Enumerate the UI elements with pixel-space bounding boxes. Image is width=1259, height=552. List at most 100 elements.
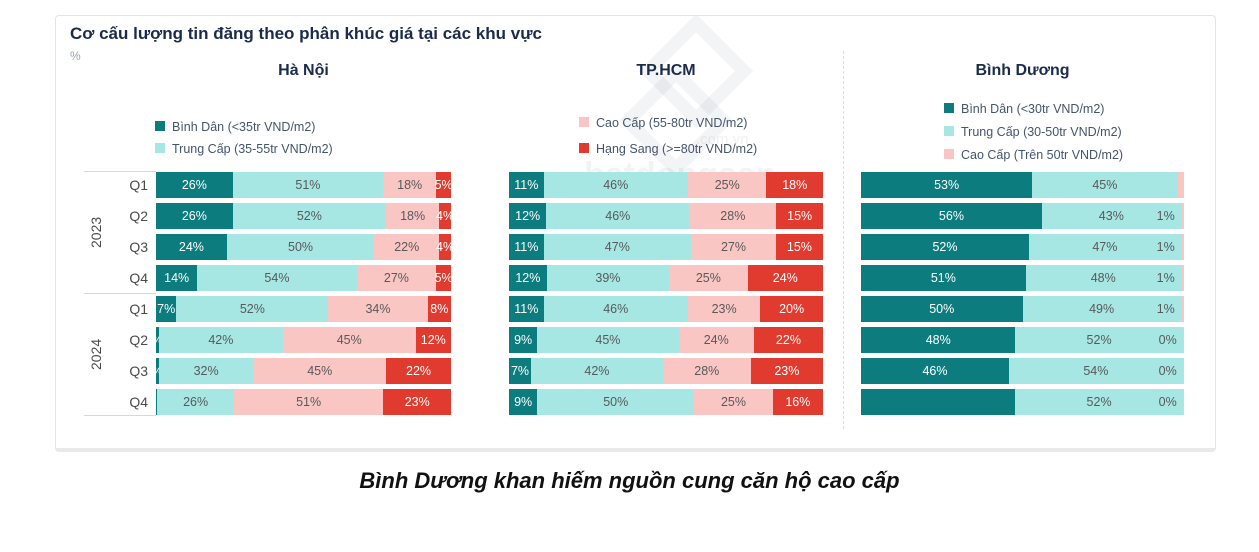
quarter-label: Q3 (129, 363, 148, 379)
bar-segment: 25% (687, 172, 767, 198)
bar-segment: 22% (374, 234, 440, 260)
bar-segment: 51% (233, 389, 384, 415)
bar-segment (861, 389, 1016, 415)
bar-segment: 45% (1032, 172, 1178, 198)
bar-segment: 52% (176, 296, 329, 322)
bar-segment-label: 42% (584, 364, 610, 378)
bar-segment-label: 11% (514, 302, 539, 316)
bar-segment: 46% (861, 358, 1009, 384)
bar-row: 50% 49% 1% (861, 296, 1184, 322)
bar-segment: 1% (1157, 203, 1184, 229)
bar-row: 51% 48% 1% (861, 265, 1184, 291)
region-title: Hà Nội (278, 62, 329, 79)
bar-row: 7% 52% 34% 8% (156, 296, 451, 322)
bar-segment-label: 0% (1158, 395, 1177, 409)
bar-row: 26% 51% 18% 5% (156, 172, 453, 198)
legend: Bình Dân (<35tr VND/m2) Trung Cấp (35-55t… (155, 116, 333, 160)
bar-segment: 52% (1015, 327, 1183, 353)
bar-segment-label: 22% (775, 333, 801, 347)
bar-row: 56% 43% 1% (861, 203, 1184, 229)
bar-segment-label: 15% (786, 240, 812, 254)
bar-segment: 54% (1008, 358, 1183, 384)
bar-segment-label: 11% (514, 240, 539, 254)
bar-segment: 42% (158, 327, 283, 353)
bar-segment: 47% (543, 234, 692, 260)
bar-segment: % (152, 327, 163, 353)
bar-segment-label: 26% (181, 178, 207, 192)
brand-watermark-icon: .com.vn batdongsan (584, 16, 777, 194)
bar-segment-label: 5% (434, 271, 453, 285)
bar-segment: 24% (156, 234, 227, 260)
bar-row: 24% 50% 22% 4% (156, 234, 454, 260)
bar-segment: 4% (436, 203, 454, 229)
bar-segment-label: 24% (772, 271, 798, 285)
legend-label: Cao Cấp (Trên 50tr VND/m2) (961, 148, 1124, 162)
bar-segment-label: 47% (1092, 240, 1118, 254)
bar-segment: 9% (509, 327, 538, 353)
legend: Bình Dân (<30tr VND/m2) Trung Cấp (30-50t… (944, 98, 1123, 167)
legend-swatch-icon (944, 149, 954, 159)
legend-swatch-icon (944, 103, 954, 113)
bar-segment-label: 7% (510, 364, 530, 378)
bar-segment-label: 26% (183, 395, 209, 409)
bar-row: % 42% 45% 12% (152, 327, 451, 353)
region-title: TP.HCM (636, 62, 696, 79)
region-title: Bình Dương (975, 62, 1070, 79)
bar-segment-label: 1% (1156, 240, 1175, 254)
bar-segment: 0% (1159, 389, 1184, 415)
bar-segment: 50% (226, 234, 375, 260)
bar-segment-label: 52% (239, 302, 265, 316)
bar-segment: 22% (753, 327, 823, 353)
bar-segment: 11% (509, 296, 544, 322)
bar-segment-label: % (151, 333, 164, 347)
bar-segment: 52% (861, 234, 1029, 260)
bar-segment-label: 16% (785, 395, 811, 409)
bar-segment: 54% (197, 265, 357, 291)
bar-segment: 23% (687, 296, 761, 322)
bar-segment-label: 7% (157, 302, 176, 316)
bar-row: 7% 42% 28% 23% (509, 358, 823, 384)
legend-item: Hạng Sang (>=80tr VND/m2) (579, 136, 757, 162)
bar-segment: 51% (861, 265, 1026, 291)
quarter-label: Q4 (129, 270, 148, 286)
bar-segment: 45% (282, 327, 416, 353)
region-divider (843, 51, 844, 429)
bar-segment-label: 52% (1086, 395, 1112, 409)
quarter-label: Q3 (129, 239, 148, 255)
bar-segment-label: 22% (406, 364, 432, 378)
bar-row: 11% 47% 27% 15% (509, 234, 823, 260)
bar-segment-label: 47% (604, 240, 630, 254)
bar-segment: 7% (509, 358, 531, 384)
bar-segment-label: 24% (178, 240, 204, 254)
legend: Cao Cấp (55-80tr VND/m2) Hạng Sang (>=80t… (579, 110, 757, 162)
quarter-label: Q1 (129, 301, 148, 317)
bar-segment-label: 1% (1156, 302, 1175, 316)
bar-segment: 5% (434, 265, 453, 291)
legend-item: Cao Cấp (Trên 50tr VND/m2) (944, 144, 1123, 167)
axis-rule (84, 415, 156, 416)
bar-segment: 32% (158, 358, 254, 384)
bar-segment: 28% (689, 203, 777, 229)
bar-segment-label: 26% (181, 209, 207, 223)
bar-segment-label: 42% (208, 333, 234, 347)
bar-segment-label: 27% (720, 240, 746, 254)
bar-segment-label: 25% (714, 178, 740, 192)
bar-row: 9% 45% 24% 22% (509, 327, 823, 353)
bar-row: 11% 46% 25% 18% (509, 172, 823, 198)
bar-segment-label: 50% (929, 302, 955, 316)
chart-card: Cơ cấu lượng tin đăng theo phân khúc giá… (55, 15, 1216, 452)
legend-item: Trung Cấp (35-55tr VND/m2) (155, 138, 333, 160)
legend-label: Bình Dân (<30tr VND/m2) (961, 102, 1105, 116)
bar-segment: 49% (1022, 296, 1181, 322)
bar-row: 26% 51% 23% (156, 389, 451, 415)
bar-row: 26% 52% 18% 4% (156, 203, 454, 229)
bar-segment: 24% (747, 265, 823, 291)
legend-swatch-icon (155, 143, 165, 153)
bar-segment: 24% (678, 327, 754, 353)
bar-segment-label: 45% (336, 333, 362, 347)
bar-segment-label: 15% (787, 209, 813, 223)
quarter-label: Q2 (129, 332, 148, 348)
bar-segment: 12% (415, 327, 451, 353)
bar-segment: 39% (546, 265, 670, 291)
bar-segment: 1% (1157, 265, 1184, 291)
